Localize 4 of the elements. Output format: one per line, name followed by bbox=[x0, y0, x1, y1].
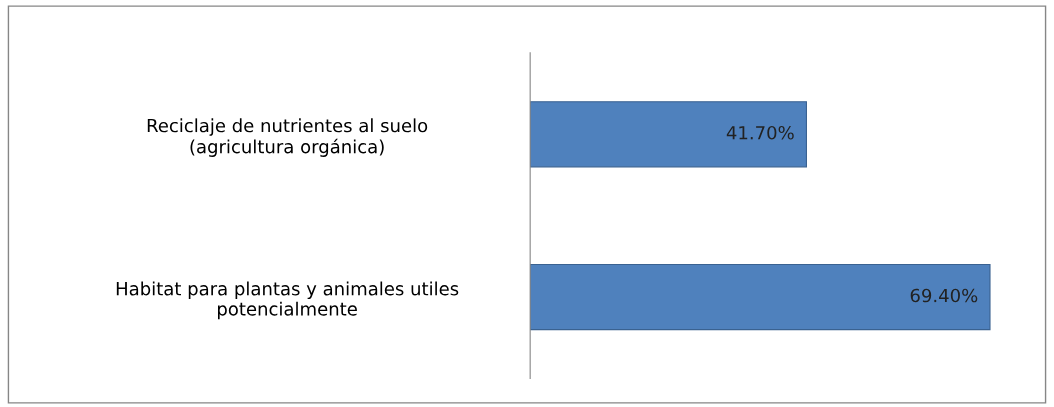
data-label: 69.40% bbox=[910, 288, 978, 303]
data-label: 41.70% bbox=[726, 125, 794, 140]
y-tick-label: Habitat para plantas y animales utiles potencialmente bbox=[116, 281, 459, 320]
y-tick-label: Reciclaje de nutrientes al suelo (agricultura orgánica) bbox=[147, 118, 428, 157]
